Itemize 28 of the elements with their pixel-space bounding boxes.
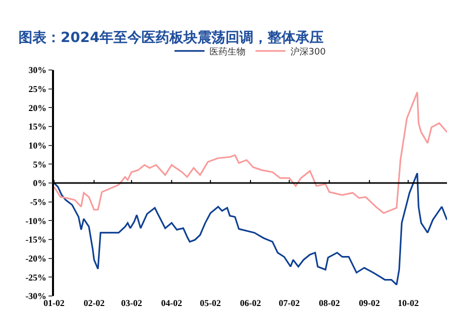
x-tick-label: 04-02	[161, 298, 183, 308]
y-tick-label: 20%	[28, 102, 46, 113]
x-tick-label: 01-02	[44, 298, 65, 308]
x-tick-label: 05-02	[200, 298, 222, 308]
x-tick-label: 08-02	[318, 298, 340, 308]
x-tick-label: 09-02	[358, 298, 380, 308]
y-tick-label: -15%	[25, 234, 46, 245]
x-tick-label: 06-02	[240, 298, 262, 308]
legend-label: 医药生物	[210, 46, 246, 58]
y-tick-label: 0%	[32, 178, 46, 188]
legend-label: 沪深300	[290, 46, 326, 58]
y-tick-label: 5%	[32, 159, 46, 170]
x-tick-label: 10-02	[398, 298, 420, 308]
x-tick-label: 03-02	[121, 298, 143, 308]
y-tick-label: -10%	[25, 216, 46, 226]
x-tick-label: 02-02	[84, 298, 106, 308]
line-series	[54, 91, 447, 214]
y-tick-label: -25%	[25, 272, 46, 282]
chart-title: 图表：2024年至今医药板块震荡回调，整体承压	[18, 30, 324, 46]
y-tick-label: -20%	[25, 253, 46, 264]
y-tick-label: 15%	[28, 122, 46, 132]
y-tick-label: 10%	[28, 140, 46, 150]
line-series	[54, 172, 447, 286]
y-tick-label: 30%	[28, 65, 46, 76]
y-tick-label: 25%	[28, 84, 46, 94]
y-tick-label: -5%	[30, 196, 46, 207]
x-tick-label: 07-02	[278, 298, 300, 308]
y-tick-label: -30%	[25, 291, 46, 302]
